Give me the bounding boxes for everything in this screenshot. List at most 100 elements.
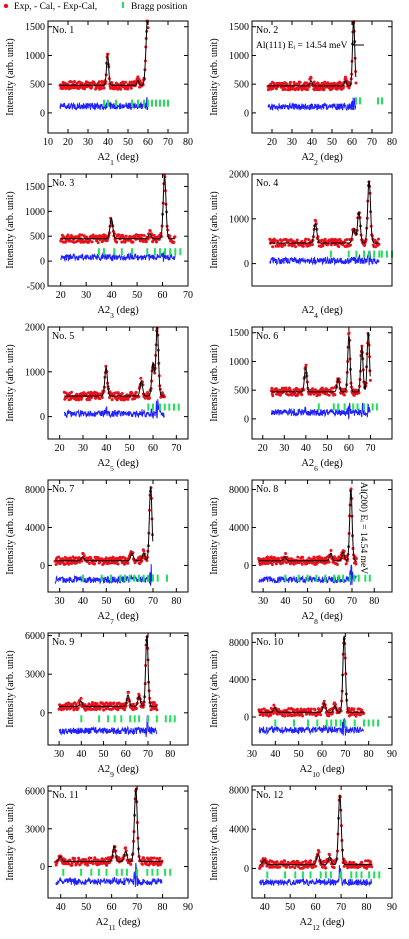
exp-point: [71, 561, 74, 565]
peak-annotation: Al(200) Eᵢ = 14.54 meV: [358, 482, 369, 574]
bragg-markers: [274, 719, 379, 727]
exp-point: [140, 233, 144, 237]
bragg-marker: [319, 871, 322, 879]
x-tick-label: 70: [171, 443, 181, 454]
x-tick-label: 50: [101, 596, 111, 607]
diff-line: [270, 402, 371, 421]
exp-point: [87, 562, 91, 565]
exp-point: [134, 707, 138, 710]
bragg-marker: [131, 248, 133, 256]
bragg-marker: [340, 871, 343, 879]
y-tick-label: 1000: [25, 367, 45, 378]
bragg-marker: [284, 871, 287, 879]
y-tick-label: 500: [30, 80, 45, 91]
panel-title: No. 8: [256, 484, 278, 495]
y-tick-label: 4000: [229, 825, 249, 836]
y-tick-label: 0: [244, 259, 249, 270]
exp-point: [374, 245, 378, 249]
exp-point: [66, 233, 70, 237]
exp-point: [126, 561, 130, 565]
exp-point: [142, 234, 146, 237]
x-tick-label: 70: [336, 902, 346, 913]
exp-point: [142, 549, 146, 553]
bragg-markers: [97, 248, 182, 256]
exp-point: [304, 708, 308, 712]
exp-point: [288, 80, 292, 84]
x-tick-label: 40: [301, 443, 311, 454]
y-tick-label: 4000: [229, 675, 249, 686]
exp-point: [67, 702, 71, 706]
exp-point: [70, 390, 73, 394]
panel-title: No. 7: [52, 484, 74, 495]
bragg-marker: [174, 248, 177, 256]
exp-point: [140, 862, 144, 866]
y-tick-label: 0: [40, 108, 45, 119]
plot-frame: [47, 20, 189, 134]
bragg-marker: [293, 719, 295, 727]
bragg-marker: [151, 99, 153, 107]
exp-point: [332, 866, 336, 870]
x-axis-label: A212 (deg): [299, 917, 345, 932]
plot-frame: [47, 479, 189, 593]
bragg-marker: [155, 715, 158, 723]
exp-point: [306, 88, 310, 91]
x-tick-label: 60: [347, 137, 357, 148]
exp-point: [82, 554, 86, 558]
exp-point: [155, 857, 159, 860]
bragg-marker: [356, 403, 359, 411]
exp-point: [276, 239, 280, 243]
exp-point: [83, 87, 87, 91]
bragg-marker: [343, 403, 346, 411]
diff-line: [259, 865, 372, 887]
bragg-marker: [80, 868, 83, 876]
exp-point: [73, 857, 77, 860]
exp-point: [299, 707, 303, 711]
legend-bragg-marker: [122, 2, 124, 8]
x-axis-label: A210 (deg): [299, 764, 345, 779]
bragg-marker: [120, 715, 123, 723]
exp-point: [123, 556, 127, 560]
bragg-marker: [97, 248, 100, 256]
x-tick-label: 60: [158, 290, 168, 301]
exp-point: [301, 244, 305, 248]
exp-point: [337, 245, 341, 249]
chart-panel: 0 1000 2000 No. 4 A24 (deg) Intensity (arb. u…: [204, 169, 408, 322]
exp-points: [257, 637, 366, 718]
exp-point: [369, 860, 372, 864]
exp-point: [298, 866, 302, 870]
x-tick-label: 50: [294, 749, 304, 760]
exp-point: [377, 237, 380, 241]
chart-svg: 0 4000 8000 30 40 50 60 70 80 No. 8 A28 (deg) Inten…: [209, 479, 393, 626]
bragg-marker: [169, 868, 172, 876]
x-tick-label: 70: [163, 137, 173, 148]
exp-point: [283, 859, 287, 863]
exp-point: [152, 856, 156, 860]
x-tick-label: 60: [143, 137, 153, 148]
chart-svg: 0 500 1000 1500 20 30 40 50 60 70 80 No. 2 A22 (deg)…: [209, 20, 397, 167]
bragg-marker: [363, 403, 365, 411]
legend-svg: Exp, - Cal, - Exp-Cal, Bragg position: [3, 2, 187, 12]
bragg-marker: [137, 99, 139, 107]
exp-point: [309, 707, 313, 711]
exp-point: [275, 860, 279, 864]
exp-point: [313, 708, 317, 712]
exp-point: [138, 79, 142, 83]
exp-point: [274, 562, 278, 566]
x-axis-label: A21 (deg): [97, 152, 139, 167]
diff-line: [269, 250, 380, 266]
panel-title: No. 2: [256, 25, 278, 36]
x-tick-label: 50: [322, 443, 332, 454]
diff-line: [63, 399, 165, 419]
bragg-marker: [378, 871, 381, 879]
bragg-markers: [147, 403, 180, 411]
exp-point: [269, 560, 273, 564]
exp-point: [358, 865, 362, 869]
exp-point: [261, 857, 265, 861]
bragg-marker: [113, 248, 116, 256]
exp-point: [87, 391, 90, 395]
exp-point: [63, 858, 67, 862]
bragg-marker: [155, 99, 157, 107]
x-tick-label: 30: [83, 137, 93, 148]
x-tick-label: 30: [258, 596, 268, 607]
x-tick-label: 30: [54, 749, 64, 760]
